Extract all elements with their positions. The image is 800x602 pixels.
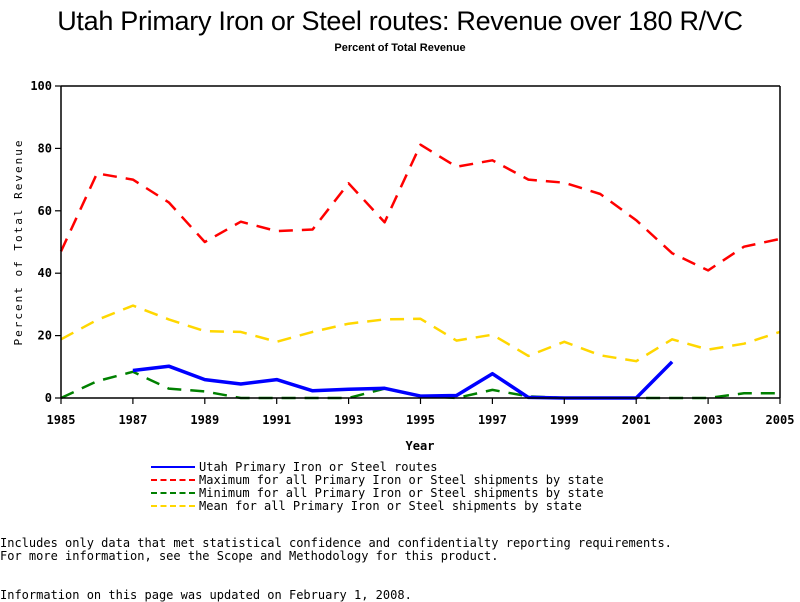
x-tick-label: 1997 <box>478 413 507 427</box>
x-tick-label: 1991 <box>262 413 291 427</box>
x-tick-label: 1987 <box>118 413 147 427</box>
x-tick-label: 1999 <box>550 413 579 427</box>
series-line-maximum <box>61 145 780 271</box>
x-tick-label: 1989 <box>190 413 219 427</box>
legend-item-mean: Mean for all Primary Iron or Steel shipm… <box>151 499 604 512</box>
y-tick-label: 40 <box>38 266 52 280</box>
legend-label-mean: Mean for all Primary Iron or Steel shipm… <box>199 499 582 513</box>
legend-item-minimum: Minimum for all Primary Iron or Steel sh… <box>151 486 604 499</box>
x-tick-label: 1993 <box>334 413 363 427</box>
y-tick-label: 80 <box>38 141 52 155</box>
legend-label-minimum: Minimum for all Primary Iron or Steel sh… <box>199 486 604 500</box>
x-tick-label: 2005 <box>766 413 795 427</box>
series-line-minimum <box>61 372 780 398</box>
x-tick-label: 1995 <box>406 413 435 427</box>
y-tick-label: 60 <box>38 204 52 218</box>
series-line-mean <box>61 306 780 362</box>
x-axis-title: Year <box>406 439 435 453</box>
legend-label-maximum: Maximum for all Primary Iron or Steel sh… <box>199 473 604 487</box>
axes-layer <box>61 86 780 398</box>
x-tick-label: 2003 <box>694 413 723 427</box>
legend-swatch-maximum <box>151 479 195 481</box>
footnote-methodology: For more information, see the Scope and … <box>0 549 499 563</box>
legend-item-utah: Utah Primary Iron or Steel routes <box>151 460 604 473</box>
legend-label-utah: Utah Primary Iron or Steel routes <box>199 460 437 474</box>
legend: Utah Primary Iron or Steel routes Maximu… <box>151 460 604 512</box>
line-chart: 1985 1987 1989 1991 1993 1995 1997 1999 2001 2003… <box>0 0 800 460</box>
x-tick-label: 1985 <box>47 413 76 427</box>
x-tick-label: 2001 <box>622 413 651 427</box>
y-axis-title: Percent of Total Revenue <box>12 139 25 346</box>
legend-swatch-mean <box>151 505 195 507</box>
ticks-layer: 1985 1987 1989 1991 1993 1995 1997 1999 2001 2003… <box>30 79 794 427</box>
legend-swatch-utah <box>151 466 195 468</box>
y-tick-label: 0 <box>45 391 52 405</box>
series-layer <box>61 145 780 398</box>
legend-swatch-minimum <box>151 492 195 494</box>
y-tick-label: 20 <box>38 329 52 343</box>
y-tick-label: 100 <box>30 79 52 93</box>
legend-item-maximum: Maximum for all Primary Iron or Steel sh… <box>151 473 604 486</box>
footnote-confidence: Includes only data that met statistical … <box>0 536 672 550</box>
